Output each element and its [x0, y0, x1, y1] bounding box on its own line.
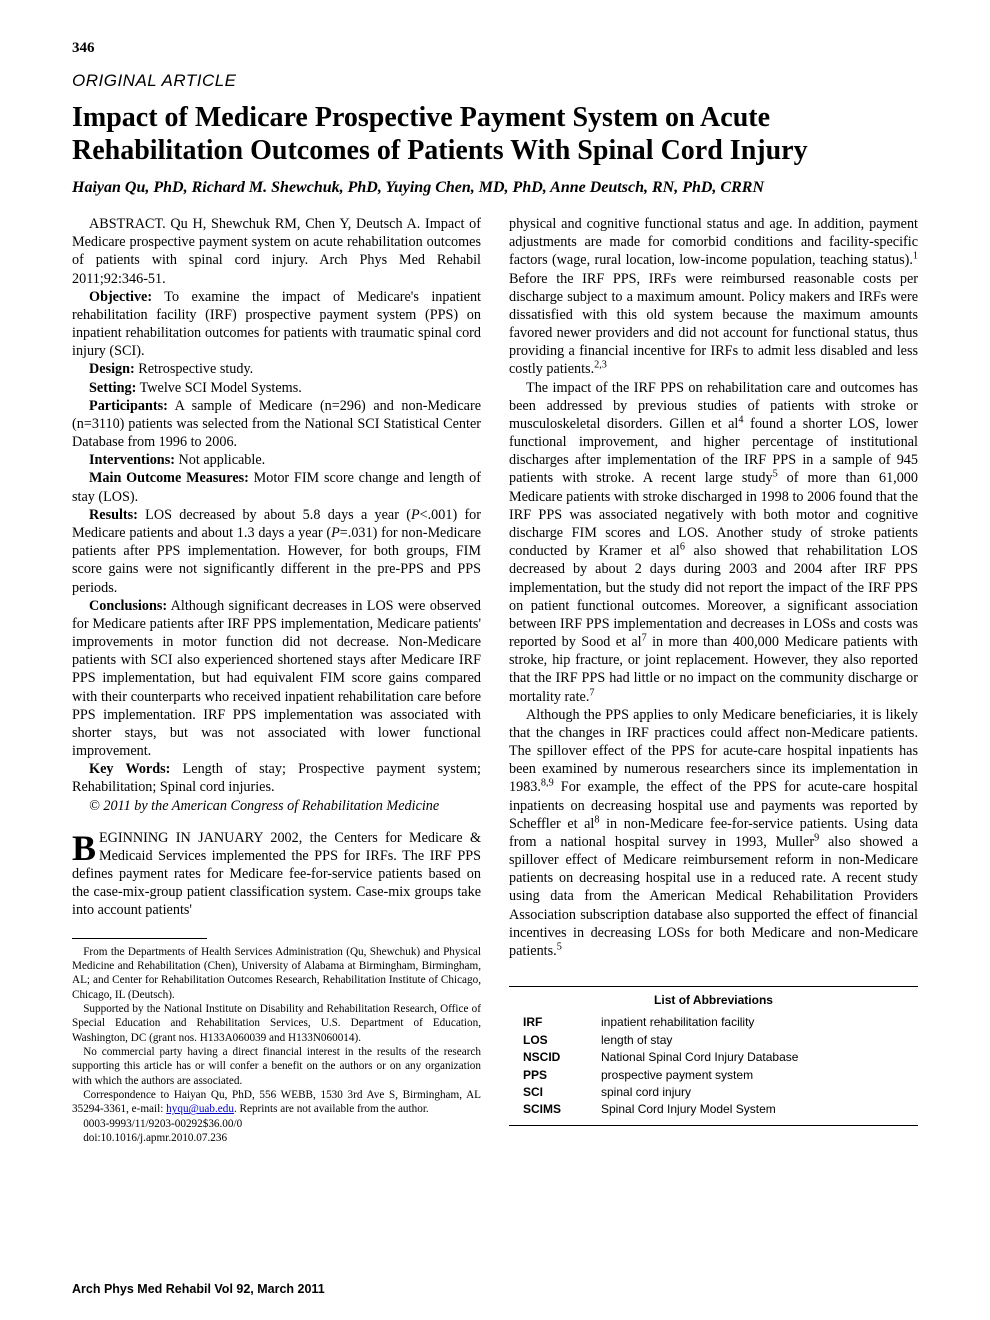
footnote-funding: Supported by the National Institute on D… — [72, 1002, 481, 1045]
cite-1: 1 — [913, 251, 918, 262]
abbr-row: SCIspinal cord injury — [509, 1084, 918, 1101]
copyright-line: © 2011 by the American Congress of Rehab… — [72, 797, 481, 815]
label-participants: Participants: — [89, 398, 168, 414]
abbr-val: spinal cord injury — [601, 1085, 904, 1100]
label-results: Results: — [89, 507, 138, 523]
abbr-key: IRF — [523, 1015, 601, 1030]
p2b: Before the IRF PPS, IRFs were reimbursed… — [509, 271, 918, 378]
abstract-citation: ABSTRACT. Qu H, Shewchuk RM, Chen Y, Deu… — [72, 215, 481, 288]
abstract-conclusions: Conclusions: Although significant decrea… — [72, 597, 481, 761]
journal-footer: Arch Phys Med Rehabil Vol 92, March 2011 — [72, 1282, 325, 1296]
intro-paragraph-3: The impact of the IRF PPS on rehabilitat… — [509, 379, 918, 706]
label-setting: Setting: — [89, 380, 136, 396]
label-outcome: Main Outcome Measures: — [89, 470, 249, 486]
abbr-val: length of stay — [601, 1033, 904, 1048]
intro-paragraph-2: physical and cognitive functional status… — [509, 215, 918, 379]
abbr-val: inpatient rehabilitation facility — [601, 1015, 904, 1030]
footnote-doi: doi:10.1016/j.apmr.2010.07.236 — [72, 1131, 481, 1145]
page-number: 346 — [72, 40, 918, 57]
article-body-columns: ABSTRACT. Qu H, Shewchuk RM, Chen Y, Deu… — [72, 215, 918, 1145]
text-conclusions: Although significant decreases in LOS we… — [72, 598, 481, 759]
cite-2-3: 2,3 — [594, 360, 607, 371]
abbr-key: PPS — [523, 1068, 601, 1083]
abstract-outcome-measures: Main Outcome Measures: Motor FIM score c… — [72, 469, 481, 505]
text-interventions: Not applicable. — [175, 452, 265, 468]
p4d: also showed a spillover effect of Medica… — [509, 834, 918, 959]
label-keywords: Key Words: — [89, 761, 170, 777]
correspondence-email-link[interactable]: hyqu@uab.edu — [166, 1103, 234, 1115]
abbr-row: IRFinpatient rehabilitation facility — [509, 1014, 918, 1031]
abbr-val: National Spinal Cord Injury Database — [601, 1050, 904, 1065]
text-design: Retrospective study. — [135, 361, 253, 377]
label-conclusions: Conclusions: — [89, 598, 167, 614]
intro-paragraph-1: BEGINNING IN JANUARY 2002, the Centers f… — [72, 829, 481, 920]
abbr-key: LOS — [523, 1033, 601, 1048]
section-label: ORIGINAL ARTICLE — [72, 71, 918, 91]
abstract-setting: Setting: Twelve SCI Model Systems. — [72, 379, 481, 397]
footnote-affiliations: From the Departments of Health Services … — [72, 945, 481, 1002]
cite-7b: 7 — [589, 687, 594, 698]
abbr-row: PPSprospective payment system — [509, 1067, 918, 1084]
abbr-key: SCIMS — [523, 1102, 601, 1117]
abstract-design: Design: Retrospective study. — [72, 360, 481, 378]
abstract-participants: Participants: A sample of Medicare (n=29… — [72, 397, 481, 452]
abbr-key: SCI — [523, 1085, 601, 1100]
label-objective: Objective: — [89, 289, 152, 305]
intro-paragraph-4: Although the PPS applies to only Medicar… — [509, 706, 918, 960]
footnotes-block: From the Departments of Health Services … — [72, 945, 481, 1146]
abstract-objective: Objective: To examine the impact of Medi… — [72, 288, 481, 361]
abstract-keywords: Key Words: Length of stay; Prospective p… — [72, 760, 481, 796]
abbr-val: prospective payment system — [601, 1068, 904, 1083]
footnote-correspondence: Correspondence to Haiyan Qu, PhD, 556 WE… — [72, 1088, 481, 1117]
stat-p2: P — [331, 525, 340, 541]
abstract-interventions: Interventions: Not applicable. — [72, 451, 481, 469]
abbr-row: LOSlength of stay — [509, 1032, 918, 1049]
cite-5b: 5 — [557, 941, 562, 952]
authors-line: Haiyan Qu, PhD, Richard M. Shewchuk, PhD… — [72, 179, 918, 197]
abbreviations-title: List of Abbreviations — [509, 993, 918, 1008]
footnote-coi: No commercial party having a direct fina… — [72, 1045, 481, 1088]
footnote-correspondence-b: . Reprints are not available from the au… — [234, 1103, 429, 1115]
abbr-key: NSCID — [523, 1050, 601, 1065]
footnote-issn: 0003-9993/11/9203-00292$36.00/0 — [72, 1117, 481, 1131]
abbr-row: NSCIDNational Spinal Cord Injury Databas… — [509, 1049, 918, 1066]
abbr-row: SCIMSSpinal Cord Injury Model System — [509, 1101, 918, 1118]
abbr-val: Spinal Cord Injury Model System — [601, 1102, 904, 1117]
label-interventions: Interventions: — [89, 452, 175, 468]
footnote-divider — [72, 938, 207, 939]
p2a: physical and cognitive functional status… — [509, 216, 918, 268]
abstract-results: Results: LOS decreased by about 5.8 days… — [72, 506, 481, 597]
text-setting: Twelve SCI Model Systems. — [136, 380, 301, 396]
cite-8-9: 8,9 — [541, 778, 554, 789]
text-results-a: LOS decreased by about 5.8 days a year ( — [138, 507, 411, 523]
label-design: Design: — [89, 361, 135, 377]
article-title: Impact of Medicare Prospective Payment S… — [72, 101, 918, 167]
abbreviations-box: List of Abbreviations IRFinpatient rehab… — [509, 986, 918, 1126]
journal-page: 346 ORIGINAL ARTICLE Impact of Medicare … — [0, 0, 990, 1320]
stat-p1: P — [411, 507, 420, 523]
